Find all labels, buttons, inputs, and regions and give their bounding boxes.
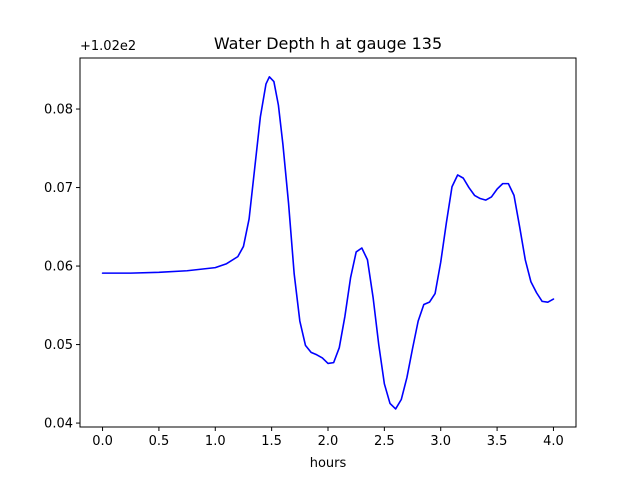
x-tick-label: 4.0 [543,434,564,449]
y-tick-label: 0.06 [44,260,73,275]
x-tick-label: 1.0 [205,434,226,449]
x-tick-label: 3.0 [430,434,451,449]
x-tick-label: 0.5 [149,434,170,449]
x-tick-label: 2.5 [374,434,395,449]
x-axis-label: hours [310,456,347,471]
x-tick-label: 0.0 [92,434,113,449]
y-tick-label: 0.05 [44,338,73,353]
plot-area: 0.0 0.5 1.0 1.5 2.0 2.5 3.0 3.5 4.0 0.04 0.05 0.06 0… [44,57,577,449]
y-tick-label: 0.07 [44,181,73,196]
y-tick-label: 0.08 [44,103,73,118]
x-tick-label: 1.5 [261,434,282,449]
y-tick-label: 0.04 [44,417,73,432]
chart-title: Water Depth h at gauge 135 [214,34,442,53]
x-tick-label: 3.5 [487,434,508,449]
series-line-0 [101,76,555,410]
x-tick-label: 2.0 [318,434,339,449]
y-offset-label: +1.02e2 [80,39,136,54]
